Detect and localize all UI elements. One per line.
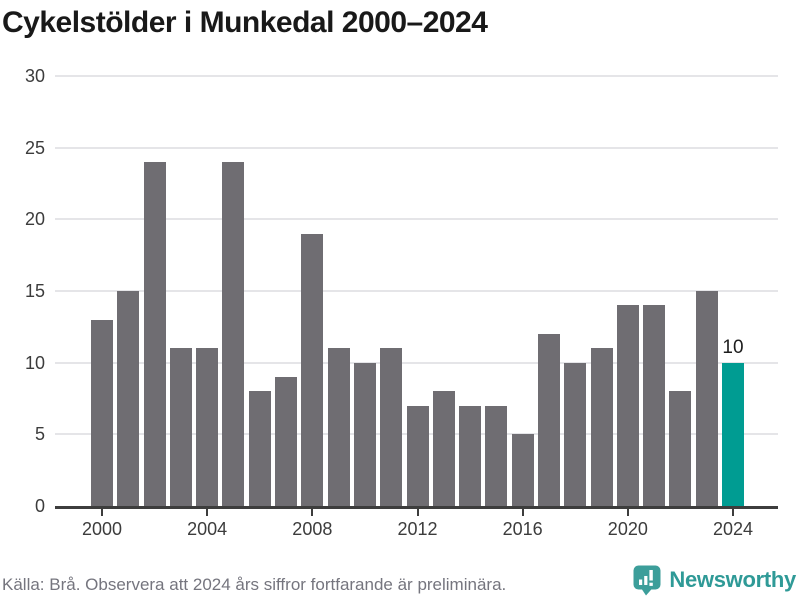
y-axis-tick-label-5: 5 (34, 424, 45, 445)
gridline-20 (55, 218, 778, 221)
bar-2003 (169, 348, 192, 506)
x-axis-tick-2020 (626, 509, 629, 516)
source-note: Källa: Brå. Observera att 2024 års siffr… (2, 575, 507, 594)
x-axis-tick-2008 (311, 509, 314, 516)
y-axis-tick-label-0: 0 (34, 496, 45, 516)
bar-2022 (669, 391, 692, 506)
newsworthy-logo: Newsworthy (632, 564, 796, 596)
x-axis-tick-2000 (101, 509, 103, 516)
x-axis-tick-label-2012: 2012 (397, 519, 438, 539)
x-axis-tick-label-2024: 2024 (712, 519, 754, 539)
bar-2015 (485, 405, 508, 506)
x-axis-tick-2012 (416, 509, 419, 516)
x-axis-tick-label-2000: 2000 (81, 519, 123, 539)
gridline-10 (55, 361, 778, 364)
bar-2006 (248, 391, 271, 506)
y-axis-tick-label-30: 30 (24, 66, 45, 86)
bar-2001 (117, 291, 140, 506)
bar-2020 (616, 305, 639, 506)
y-axis-tick-label-15: 15 (24, 281, 45, 301)
y-axis-tick-label-25: 25 (24, 137, 45, 158)
bar-2012 (406, 405, 429, 506)
x-axis-tick-2024 (732, 509, 734, 516)
x-axis-tick-2004 (206, 509, 209, 516)
bar-2023 (695, 291, 718, 506)
x-axis-tick-label-2020: 2020 (607, 519, 648, 539)
gridline-25 (55, 146, 778, 149)
y-axis-tick-label-10: 10 (24, 352, 45, 373)
bar-2019 (590, 348, 613, 506)
x-axis-tick-label-2016: 2016 (502, 519, 543, 539)
bar-2013 (432, 391, 455, 506)
bar-2018 (564, 362, 587, 506)
brand-name: Newsworthy (669, 567, 796, 592)
bar-2024 (722, 362, 744, 506)
bar-2005 (222, 162, 245, 506)
bar-2009 (327, 348, 350, 506)
bar-2014 (459, 405, 482, 506)
x-axis-tick-label-2008: 2008 (292, 519, 333, 539)
y-axis-tick-label-20: 20 (24, 209, 45, 230)
gridline-30 (55, 75, 778, 77)
bar-2016 (511, 434, 534, 506)
bar-2007 (275, 377, 298, 506)
bar-2004 (196, 348, 219, 506)
chart-title: Cykelstölder i Munkedal 2000–2024 (2, 6, 488, 39)
x-axis-tick-label-2004: 2004 (187, 519, 228, 539)
bar-2008 (301, 233, 324, 506)
bar-2021 (643, 305, 666, 506)
bar-2002 (143, 162, 166, 506)
bar-2017 (537, 334, 560, 506)
newsworthy-bubble-icon (632, 564, 662, 596)
bar-2010 (353, 362, 376, 506)
x-axis-line (55, 506, 778, 509)
bar-2000 (91, 319, 113, 506)
bar-2011 (380, 348, 403, 506)
x-axis-tick-2016 (521, 509, 524, 516)
gridline-15 (55, 290, 778, 292)
highlight-value-label: 10 (722, 336, 744, 358)
